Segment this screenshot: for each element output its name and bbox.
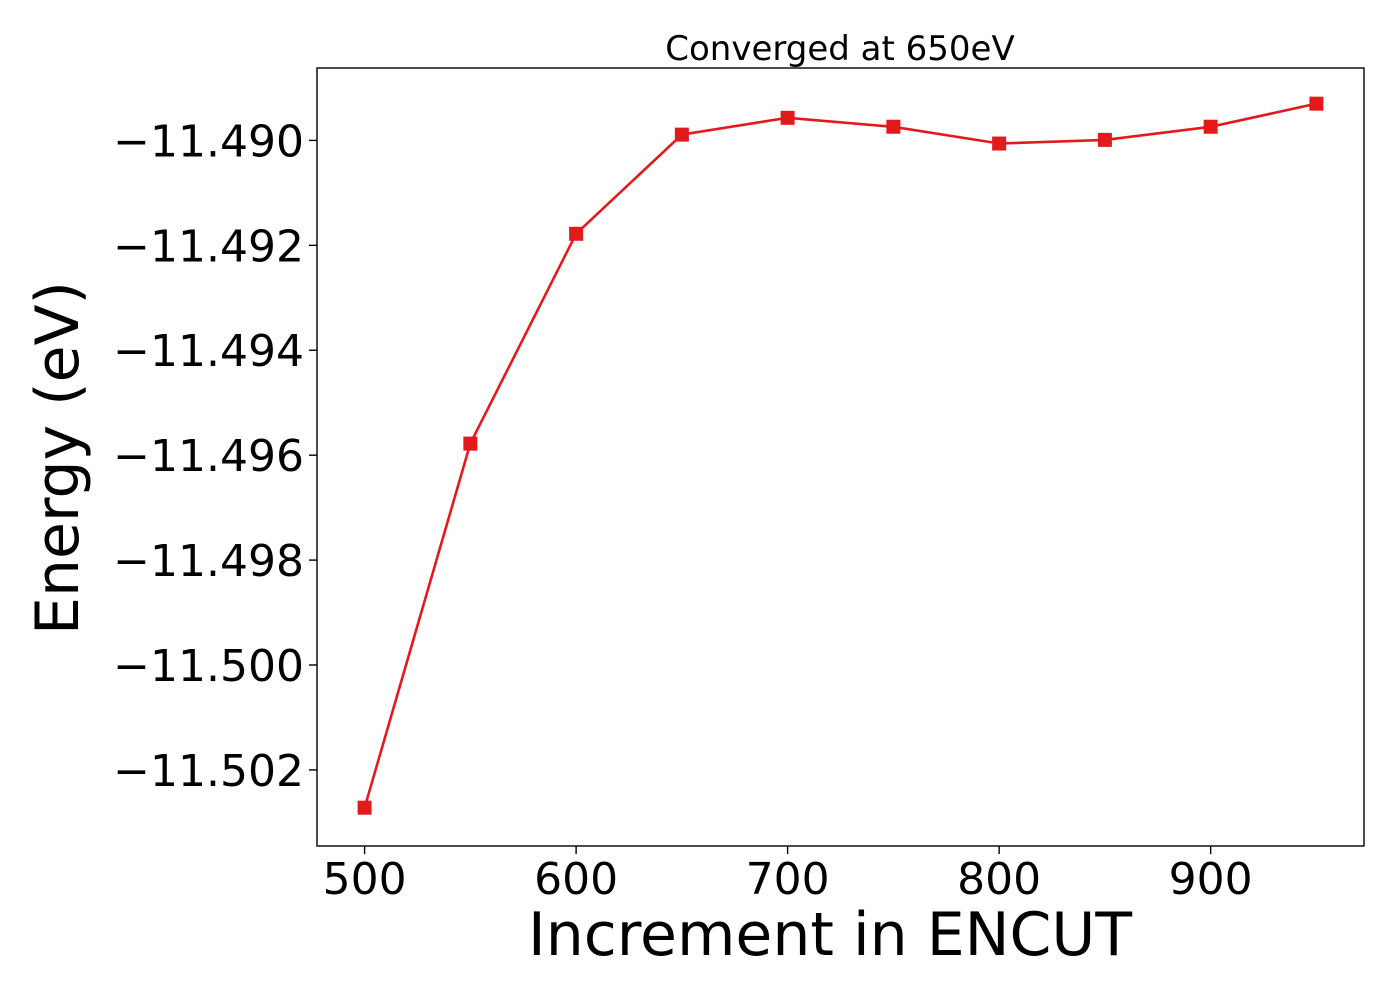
y-axis-ticks: −11.502 −11.500 −11.498 −11.496 −11.494 −11.4… bbox=[113, 116, 317, 797]
x-tick-label: 500 bbox=[323, 854, 407, 905]
data-point-marker bbox=[780, 110, 795, 125]
y-tick-label: −11.496 bbox=[113, 431, 304, 482]
y-tick-label: −11.502 bbox=[113, 746, 304, 797]
data-point-marker bbox=[357, 800, 372, 815]
plot-frame bbox=[316, 67, 1365, 847]
y-axis-label: Energy (eV) bbox=[23, 281, 93, 635]
x-tick-label: 800 bbox=[957, 854, 1041, 905]
chart-title: Converged at 650eV bbox=[665, 29, 1014, 69]
y-tick-label: −11.492 bbox=[113, 221, 304, 272]
data-point-marker bbox=[886, 119, 901, 134]
y-tick-label: −11.490 bbox=[113, 116, 304, 167]
data-point-marker bbox=[1097, 132, 1112, 147]
data-point-marker bbox=[1203, 119, 1218, 134]
data-point-marker bbox=[1309, 96, 1324, 111]
series-layer bbox=[357, 96, 1324, 815]
y-tick-label: −11.494 bbox=[113, 326, 304, 377]
x-tick-label: 600 bbox=[534, 854, 618, 905]
x-tick-label: 700 bbox=[746, 854, 830, 905]
y-tick-label: −11.500 bbox=[113, 641, 304, 692]
data-point-marker bbox=[674, 127, 689, 142]
data-point-marker bbox=[463, 436, 478, 451]
data-point-marker bbox=[569, 226, 584, 241]
x-axis-ticks: 500 600 700 800 900 bbox=[323, 846, 1253, 905]
x-axis-label: Increment in ENCUT bbox=[528, 900, 1132, 970]
x-tick-label: 900 bbox=[1169, 854, 1253, 905]
y-tick-label: −11.498 bbox=[113, 536, 304, 587]
data-point-marker bbox=[992, 136, 1007, 151]
series-line bbox=[363, 102, 1317, 809]
